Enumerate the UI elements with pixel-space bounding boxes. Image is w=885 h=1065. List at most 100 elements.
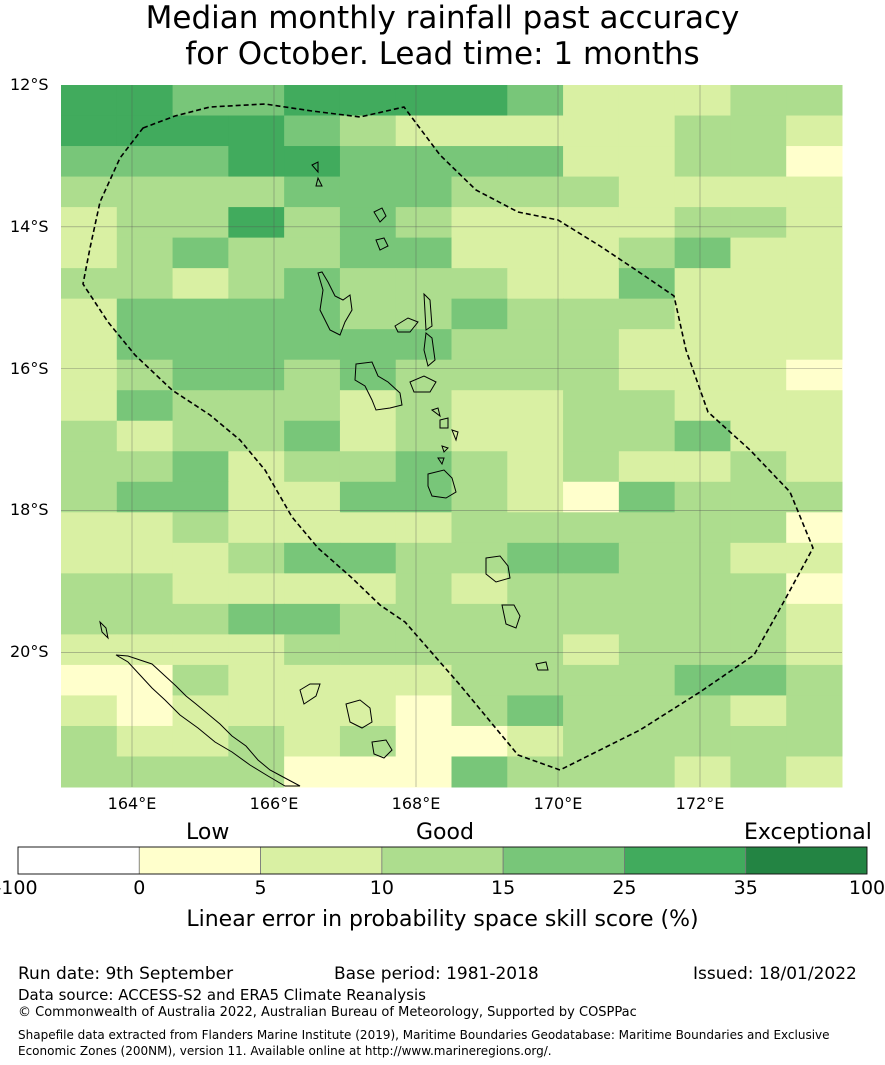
- grid-cell: [228, 725, 285, 757]
- grid-cell: [339, 512, 397, 544]
- grid-cell: [507, 451, 564, 483]
- grid-cell: [674, 481, 731, 513]
- grid-cell: [61, 481, 118, 513]
- grid-cell: [339, 756, 397, 788]
- grid-cell: [228, 390, 285, 422]
- grid-cell: [395, 237, 452, 269]
- grid-cell: [563, 542, 620, 574]
- grid-cell: [61, 207, 118, 239]
- colorbar: [17, 846, 868, 875]
- grid-cell: [284, 207, 341, 239]
- longitude-label: 168°E: [391, 794, 441, 813]
- grid-cell: [618, 664, 676, 696]
- grid-cell: [507, 512, 564, 544]
- colorbar-category-low: Low: [186, 820, 230, 845]
- grid-cell: [116, 329, 174, 361]
- grid-cell: [674, 390, 731, 422]
- grid-cell: [339, 664, 397, 696]
- grid-cell: [228, 176, 285, 208]
- grid-cell: [339, 634, 397, 666]
- grid-cell: [284, 146, 341, 178]
- grid-cell: [451, 512, 508, 544]
- grid-cell: [116, 542, 174, 574]
- latitude-label: 16°S: [10, 358, 49, 378]
- grid-cell: [228, 359, 285, 391]
- grid-cell: [563, 664, 620, 696]
- colorbar-frame: [17, 846, 868, 875]
- grid-cell: [786, 451, 843, 483]
- grid-cell: [61, 603, 118, 635]
- grid-cell: [507, 695, 564, 727]
- grid-cell: [563, 634, 620, 666]
- grid-cell: [507, 207, 564, 239]
- grid-cell: [228, 115, 285, 147]
- grid-cell: [507, 359, 564, 391]
- grid-cell: [228, 146, 285, 178]
- grid-cell: [786, 603, 843, 635]
- grid-cell: [395, 176, 452, 208]
- grid-cell: [451, 420, 508, 452]
- grid-cell: [395, 115, 452, 147]
- grid-cell: [563, 115, 620, 147]
- grid-cell: [563, 329, 620, 361]
- grid-cell: [61, 756, 118, 788]
- longitude-label: 170°E: [533, 794, 583, 813]
- grid-cell: [61, 634, 118, 666]
- colorbar-segment: [138, 846, 261, 875]
- grid-cell: [116, 237, 174, 269]
- grid-cell: [618, 634, 676, 666]
- grid-cell: [172, 542, 229, 574]
- grid-cell: [451, 481, 508, 513]
- grid-cell: [395, 756, 452, 788]
- latitude-label: 20°S: [10, 642, 49, 662]
- grid-cell: [228, 481, 285, 513]
- grid-cell: [618, 329, 676, 361]
- grid-cell: [786, 390, 843, 422]
- grid-cell: [618, 176, 676, 208]
- grid-cell: [563, 481, 620, 513]
- grid-cell: [618, 512, 676, 544]
- grid-cell: [172, 298, 229, 330]
- grid-cell: [563, 359, 620, 391]
- island-espiritu-santo: [317, 271, 353, 336]
- grid-cell: [172, 176, 229, 208]
- grid-cell: [61, 268, 118, 300]
- grid-cell: [228, 573, 285, 605]
- grid-cell: [61, 573, 118, 605]
- grid-cell: [228, 268, 285, 300]
- grid-cell: [786, 207, 843, 239]
- grid-cell: [172, 481, 229, 513]
- grid-cell: [451, 542, 508, 574]
- grid-cell: [730, 85, 787, 117]
- grid-cell: [674, 573, 731, 605]
- grid-cell: [786, 268, 843, 300]
- grid-cell: [116, 481, 174, 513]
- grid-cell: [61, 725, 118, 757]
- grid-cell: [284, 420, 341, 452]
- grid-cell: [674, 146, 731, 178]
- shapefile-credit: Shapefile data extracted from Flanders M…: [18, 1028, 830, 1058]
- grid-cell: [395, 542, 452, 574]
- island-erromango: [485, 555, 511, 583]
- grid-cell: [172, 207, 229, 239]
- grid-cell: [116, 451, 174, 483]
- grid-cell: [507, 390, 564, 422]
- grid-cell: [228, 756, 285, 788]
- grid-cell: [172, 329, 229, 361]
- grid-cell: [284, 115, 341, 147]
- island-tanna: [501, 604, 521, 629]
- grid-cell: [730, 512, 787, 544]
- grid-cell: [228, 664, 285, 696]
- grid-cell: [674, 329, 731, 361]
- island-banks: [311, 161, 389, 251]
- grid-cell: [339, 390, 397, 422]
- grid-cell: [674, 756, 731, 788]
- grid-cell: [395, 451, 452, 483]
- grid-cell: [730, 634, 787, 666]
- grid-cell: [116, 115, 174, 147]
- colorbar-tick-label: 35: [733, 877, 758, 899]
- grid-cell: [563, 390, 620, 422]
- grid-cell: [786, 85, 843, 117]
- grid-cell: [228, 451, 285, 483]
- grid-cell: [172, 268, 229, 300]
